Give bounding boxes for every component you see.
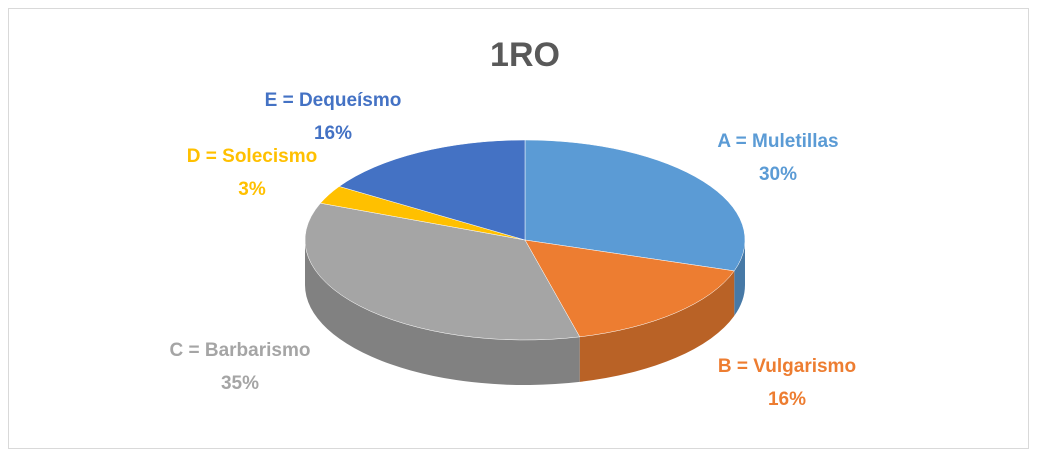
data-label-name: E = Dequeísmo bbox=[265, 90, 402, 111]
pie-slice bbox=[524, 139, 746, 272]
data-label-name: B = Vulgarismo bbox=[718, 356, 856, 377]
pie-slice bbox=[524, 239, 735, 338]
pie-sides bbox=[304, 240, 745, 385]
data-label-value: 30% bbox=[759, 164, 797, 185]
pie-tops bbox=[304, 139, 746, 341]
data-label-value: 16% bbox=[314, 123, 352, 144]
pie-slice-side bbox=[579, 270, 735, 382]
chart-title: 1RO bbox=[490, 36, 560, 74]
pie-slice-side bbox=[734, 240, 745, 316]
pie-slice-side bbox=[304, 240, 580, 385]
pie-slice bbox=[304, 202, 581, 341]
data-label-name: D = Solecismo bbox=[187, 146, 317, 167]
data-label-value: 35% bbox=[221, 373, 259, 394]
data-label-value: 3% bbox=[238, 179, 266, 200]
pie-slice bbox=[338, 139, 526, 241]
data-label-value: 16% bbox=[768, 389, 806, 410]
data-label-name: C = Barbarismo bbox=[170, 340, 311, 361]
data-label-name: A = Muletillas bbox=[717, 131, 838, 152]
